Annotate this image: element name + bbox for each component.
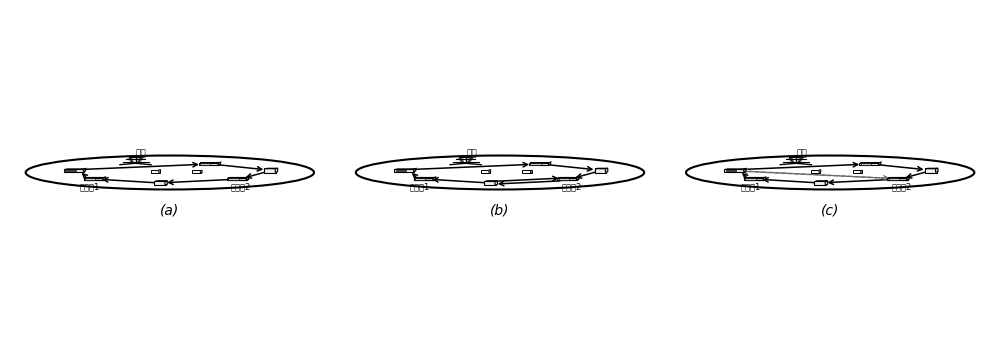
FancyBboxPatch shape [887, 178, 908, 180]
Polygon shape [433, 178, 435, 180]
FancyBboxPatch shape [415, 178, 425, 180]
FancyBboxPatch shape [530, 163, 541, 165]
Text: (b): (b) [490, 203, 510, 217]
Polygon shape [596, 168, 608, 169]
FancyBboxPatch shape [744, 178, 764, 180]
Polygon shape [159, 170, 160, 172]
FancyBboxPatch shape [154, 181, 166, 185]
Ellipse shape [686, 156, 974, 189]
FancyBboxPatch shape [84, 178, 104, 180]
FancyBboxPatch shape [65, 169, 76, 171]
Polygon shape [200, 162, 220, 163]
FancyBboxPatch shape [151, 170, 160, 172]
Polygon shape [531, 170, 532, 173]
FancyBboxPatch shape [559, 178, 569, 180]
Polygon shape [878, 162, 881, 165]
Polygon shape [819, 170, 821, 172]
Polygon shape [861, 170, 862, 173]
FancyBboxPatch shape [481, 170, 490, 172]
Polygon shape [576, 178, 579, 180]
Polygon shape [495, 181, 497, 185]
Text: (c): (c) [821, 203, 839, 217]
Text: 订阅者1: 订阅者1 [740, 182, 760, 191]
Polygon shape [763, 178, 766, 180]
Polygon shape [165, 181, 167, 185]
Text: 订阅者1: 订阅者1 [80, 182, 100, 191]
FancyBboxPatch shape [726, 169, 736, 171]
FancyBboxPatch shape [264, 168, 276, 172]
FancyBboxPatch shape [64, 169, 84, 172]
Polygon shape [200, 170, 202, 173]
Polygon shape [489, 170, 491, 172]
Text: 基站: 基站 [466, 149, 477, 158]
Text: 订阅者2: 订阅者2 [561, 182, 581, 191]
FancyBboxPatch shape [227, 178, 247, 180]
FancyBboxPatch shape [889, 178, 899, 180]
Ellipse shape [26, 156, 314, 189]
FancyBboxPatch shape [228, 178, 239, 180]
Polygon shape [744, 169, 746, 171]
FancyBboxPatch shape [529, 163, 549, 165]
FancyBboxPatch shape [484, 181, 496, 185]
FancyBboxPatch shape [925, 168, 937, 172]
FancyBboxPatch shape [199, 163, 219, 165]
Polygon shape [926, 168, 938, 169]
FancyBboxPatch shape [814, 181, 826, 185]
Text: (a): (a) [160, 203, 179, 217]
Polygon shape [605, 168, 608, 172]
FancyBboxPatch shape [557, 178, 577, 180]
FancyBboxPatch shape [522, 170, 532, 173]
Text: 基站: 基站 [796, 149, 807, 158]
Polygon shape [83, 169, 86, 171]
Polygon shape [860, 162, 881, 163]
FancyBboxPatch shape [811, 170, 820, 172]
FancyBboxPatch shape [200, 163, 210, 165]
Ellipse shape [356, 156, 644, 189]
Text: 基站: 基站 [136, 149, 147, 158]
Text: 订阅者1: 订阅者1 [410, 182, 430, 191]
Polygon shape [530, 162, 551, 163]
Polygon shape [936, 168, 938, 172]
Polygon shape [275, 168, 278, 172]
Polygon shape [218, 162, 220, 165]
Polygon shape [265, 168, 278, 169]
FancyBboxPatch shape [414, 178, 434, 180]
FancyBboxPatch shape [859, 163, 879, 165]
Text: 订阅者2: 订阅者2 [231, 182, 251, 191]
Polygon shape [103, 178, 105, 180]
FancyBboxPatch shape [192, 170, 201, 173]
Polygon shape [907, 178, 909, 180]
FancyBboxPatch shape [853, 170, 862, 173]
FancyBboxPatch shape [861, 163, 871, 165]
Polygon shape [413, 169, 416, 171]
Polygon shape [246, 178, 249, 180]
FancyBboxPatch shape [396, 169, 406, 171]
FancyBboxPatch shape [85, 178, 95, 180]
Text: 订阅者2: 订阅者2 [891, 182, 912, 191]
FancyBboxPatch shape [595, 168, 606, 172]
Polygon shape [548, 162, 551, 165]
FancyBboxPatch shape [394, 169, 414, 172]
Polygon shape [825, 181, 828, 185]
FancyBboxPatch shape [745, 178, 756, 180]
FancyBboxPatch shape [724, 169, 745, 172]
